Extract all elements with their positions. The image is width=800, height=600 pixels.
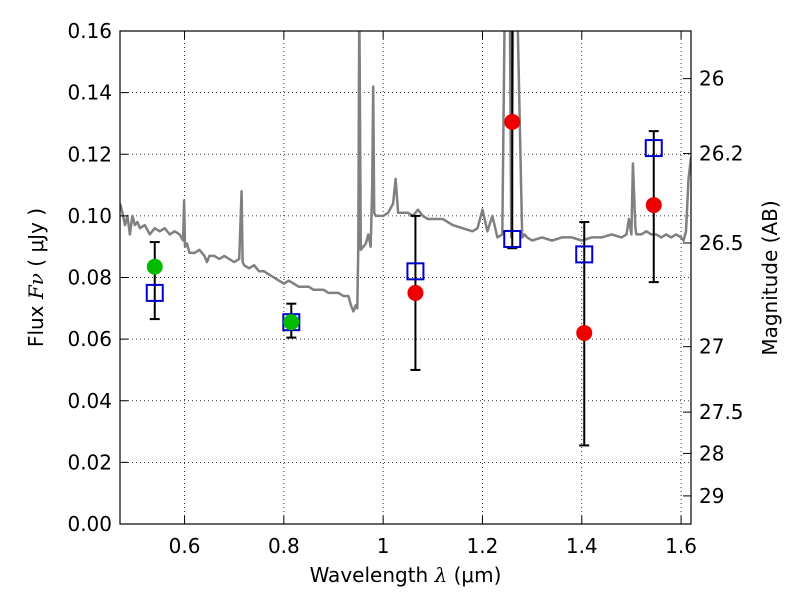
tick-layer: 0.6 0.8 1 1.2 1.4 1.6 0.00 0.02 0.04 0.06 0.08 0.10… bbox=[67, 19, 743, 558]
grid bbox=[120, 30, 691, 525]
square-marker bbox=[644, 139, 663, 158]
square-marker bbox=[145, 283, 164, 302]
y-tick-label: 0.08 bbox=[67, 266, 112, 290]
right-tick-label: 28 bbox=[699, 441, 724, 465]
plot-frame bbox=[119, 30, 692, 525]
x-tick-label: 1 bbox=[377, 534, 390, 558]
right-axis-label: Magnitude (AB) bbox=[758, 200, 782, 355]
red-point bbox=[576, 324, 593, 341]
y-tick-label: 0.16 bbox=[67, 19, 112, 43]
x-axis-label: Wavelength λ (μm) bbox=[310, 563, 502, 587]
right-tick-label: 26.2 bbox=[699, 142, 744, 166]
right-tick-label: 26 bbox=[699, 67, 724, 91]
right-tick-label: 27.5 bbox=[699, 400, 744, 424]
y-tick-label: 0.10 bbox=[67, 204, 112, 228]
errorbar-layer bbox=[149, 31, 659, 447]
x-tick-label: 0.6 bbox=[169, 534, 201, 558]
square-marker bbox=[503, 229, 522, 248]
x-tick-label: 0.8 bbox=[268, 534, 300, 558]
y-tick-label: 0.04 bbox=[67, 389, 112, 413]
x-tick-label: 1.6 bbox=[665, 534, 697, 558]
red-point bbox=[407, 284, 424, 301]
green-point bbox=[146, 258, 163, 275]
x-tick-label: 1.2 bbox=[467, 534, 499, 558]
y-axis-label: Flux Fν ( μJy ) bbox=[24, 208, 48, 347]
spectrum-line bbox=[120, 31, 691, 313]
y-tick-label: 0.00 bbox=[67, 512, 112, 536]
x-tick-label: 1.4 bbox=[566, 534, 598, 558]
right-tick-label: 29 bbox=[699, 484, 724, 508]
y-tick-label: 0.02 bbox=[67, 450, 112, 474]
marker-layer bbox=[145, 113, 663, 341]
square-marker bbox=[406, 262, 425, 281]
right-tick-label: 26.5 bbox=[699, 231, 744, 255]
green-point bbox=[283, 314, 300, 331]
red-point bbox=[504, 113, 521, 130]
square-marker bbox=[575, 245, 594, 264]
red-point bbox=[645, 197, 662, 214]
spectrum-layer bbox=[120, 31, 691, 313]
y-tick-label: 0.06 bbox=[67, 327, 112, 351]
y-tick-label: 0.14 bbox=[67, 81, 112, 105]
y-tick-label: 0.12 bbox=[67, 142, 112, 166]
right-tick-label: 27 bbox=[699, 335, 724, 359]
